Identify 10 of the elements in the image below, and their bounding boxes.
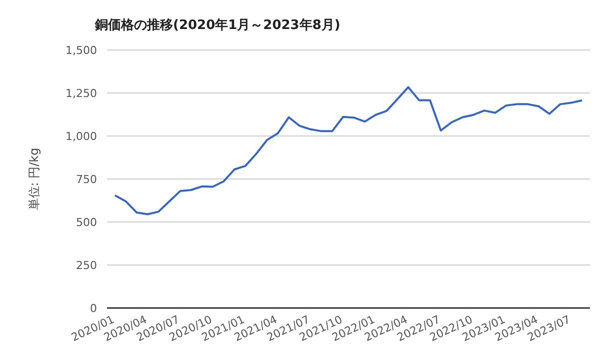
y-tick-label: 1,250 (66, 86, 97, 100)
y-tick-label: 1,500 (66, 44, 97, 57)
y-tick-label: 500 (76, 216, 97, 229)
y-tick-label: 750 (76, 172, 97, 186)
y-axis-title: 単位: 円/kg (27, 148, 41, 210)
y-tick-label: 250 (76, 258, 97, 272)
y-tick-label: 0 (90, 302, 97, 315)
y-tick-label: 1,000 (66, 130, 97, 143)
line-series (114, 86, 583, 216)
chart-title: 銅価格の推移(2020年1月～2023年8月) (94, 18, 340, 33)
